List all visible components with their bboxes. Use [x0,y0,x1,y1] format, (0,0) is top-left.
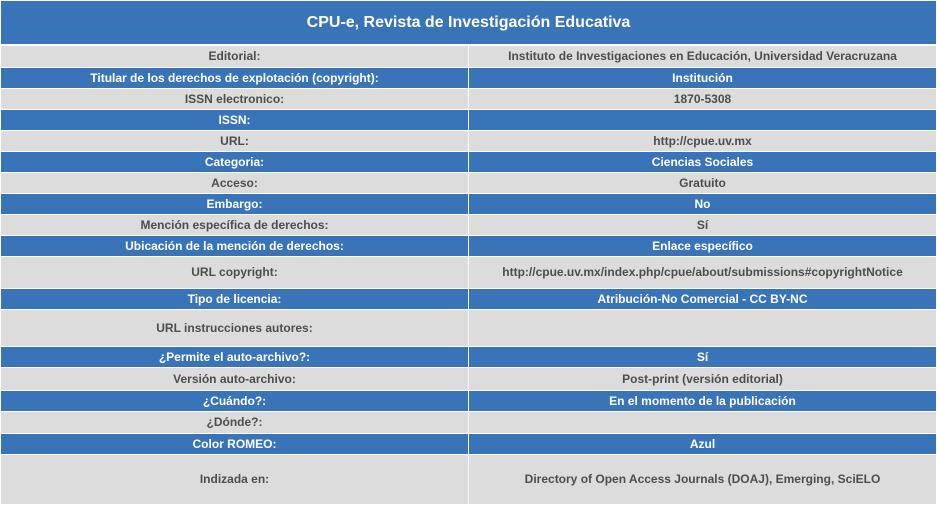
row-value: 1870-5308 [468,87,937,110]
row-issn: ISSN: [0,108,937,131]
row-value: Sí [468,213,937,236]
row-self-archive: ¿Permite el auto-archivo?: Sí [0,345,937,368]
row-value: Atribución-No Comercial - CC BY-NC [468,287,937,310]
row-rights-mention: Mención específica de derechos: Sí [0,213,937,236]
row-label: ISSN: [0,108,469,131]
row-value: No [468,192,937,215]
row-issn-electronic: ISSN electronico: 1870-5308 [0,87,937,110]
row-value [468,108,937,131]
row-label: Indizada en: [0,453,469,505]
row-label: Tipo de licencia: [0,287,469,310]
row-copyright-url: URL copyright: http://cpue.uv.mx/index.p… [0,255,937,289]
row-when: ¿Cuándo?: En el momento de la publicació… [0,389,937,412]
row-category: Categoria: Ciencias Sociales [0,150,937,173]
row-label: Editorial: [0,44,469,68]
row-romeo-color: Color ROMEO: Azul [0,432,937,455]
row-label: ¿Cuándo?: [0,389,469,412]
row-value: Sí [468,345,937,368]
row-value: Directory of Open Access Journals (DOAJ)… [468,453,937,505]
row-value: Post-print (versión editorial) [468,366,937,391]
row-value: Institución [468,66,937,89]
row-indexed-in: Indizada en: Directory of Open Access Jo… [0,453,937,505]
row-label: Titular de los derechos de explotación (… [0,66,469,89]
row-value: http://cpue.uv.mx [468,129,937,152]
row-copyright-holder: Titular de los derechos de explotación (… [0,66,937,89]
row-value: Ciencias Sociales [468,150,937,173]
row-license-type: Tipo de licencia: Atribución-No Comercia… [0,287,937,310]
row-label: ¿Permite el auto-archivo?: [0,345,469,368]
row-label: URL instrucciones autores: [0,308,469,347]
row-value: http://cpue.uv.mx/index.php/cpue/about/s… [468,255,937,289]
row-self-archive-version: Versión auto-archivo: Post-print (versió… [0,366,937,391]
row-rights-location: Ubicación de la mención de derechos: Enl… [0,234,937,257]
row-editorial: Editorial: Instituto de Investigaciones … [0,44,937,68]
row-label: Embargo: [0,192,469,215]
row-value: Azul [468,432,937,455]
journal-title: CPU-e, Revista de Investigación Educativ… [0,0,937,46]
row-value: Gratuito [468,171,937,194]
row-label: ¿Dónde?: [0,410,469,434]
row-value: Instituto de Investigaciones en Educació… [468,44,937,68]
row-label: URL: [0,129,469,152]
row-author-instructions-url: URL instrucciones autores: [0,308,937,347]
row-label: Color ROMEO: [0,432,469,455]
row-value [468,410,937,434]
row-access: Acceso: Gratuito [0,171,937,194]
row-where: ¿Dónde?: [0,410,937,434]
row-label: Ubicación de la mención de derechos: [0,234,469,257]
row-value: En el momento de la publicación [468,389,937,412]
row-label: URL copyright: [0,255,469,289]
row-value: Enlace específico [468,234,937,257]
row-label: ISSN electronico: [0,87,469,110]
row-url: URL: http://cpue.uv.mx [0,129,937,152]
row-label: Acceso: [0,171,469,194]
row-label: Versión auto-archivo: [0,366,469,391]
row-embargo: Embargo: No [0,192,937,215]
row-value [468,308,937,347]
row-label: Mención específica de derechos: [0,213,469,236]
row-label: Categoria: [0,150,469,173]
title-row: CPU-e, Revista de Investigación Educativ… [0,0,937,46]
